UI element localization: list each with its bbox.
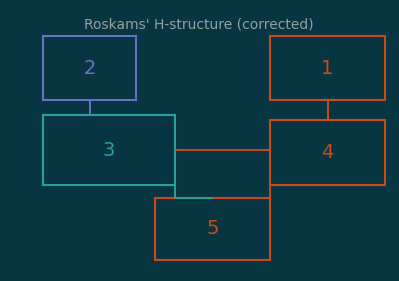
- Text: 3: 3: [103, 140, 115, 160]
- Text: 2: 2: [83, 58, 96, 78]
- Text: Roskams' H-structure (corrected): Roskams' H-structure (corrected): [84, 18, 314, 32]
- Text: 5: 5: [206, 219, 219, 239]
- FancyBboxPatch shape: [155, 198, 270, 260]
- FancyBboxPatch shape: [43, 115, 175, 185]
- FancyBboxPatch shape: [270, 120, 385, 185]
- Text: 1: 1: [321, 58, 334, 78]
- FancyBboxPatch shape: [43, 36, 136, 100]
- Text: 4: 4: [321, 143, 334, 162]
- FancyBboxPatch shape: [270, 36, 385, 100]
